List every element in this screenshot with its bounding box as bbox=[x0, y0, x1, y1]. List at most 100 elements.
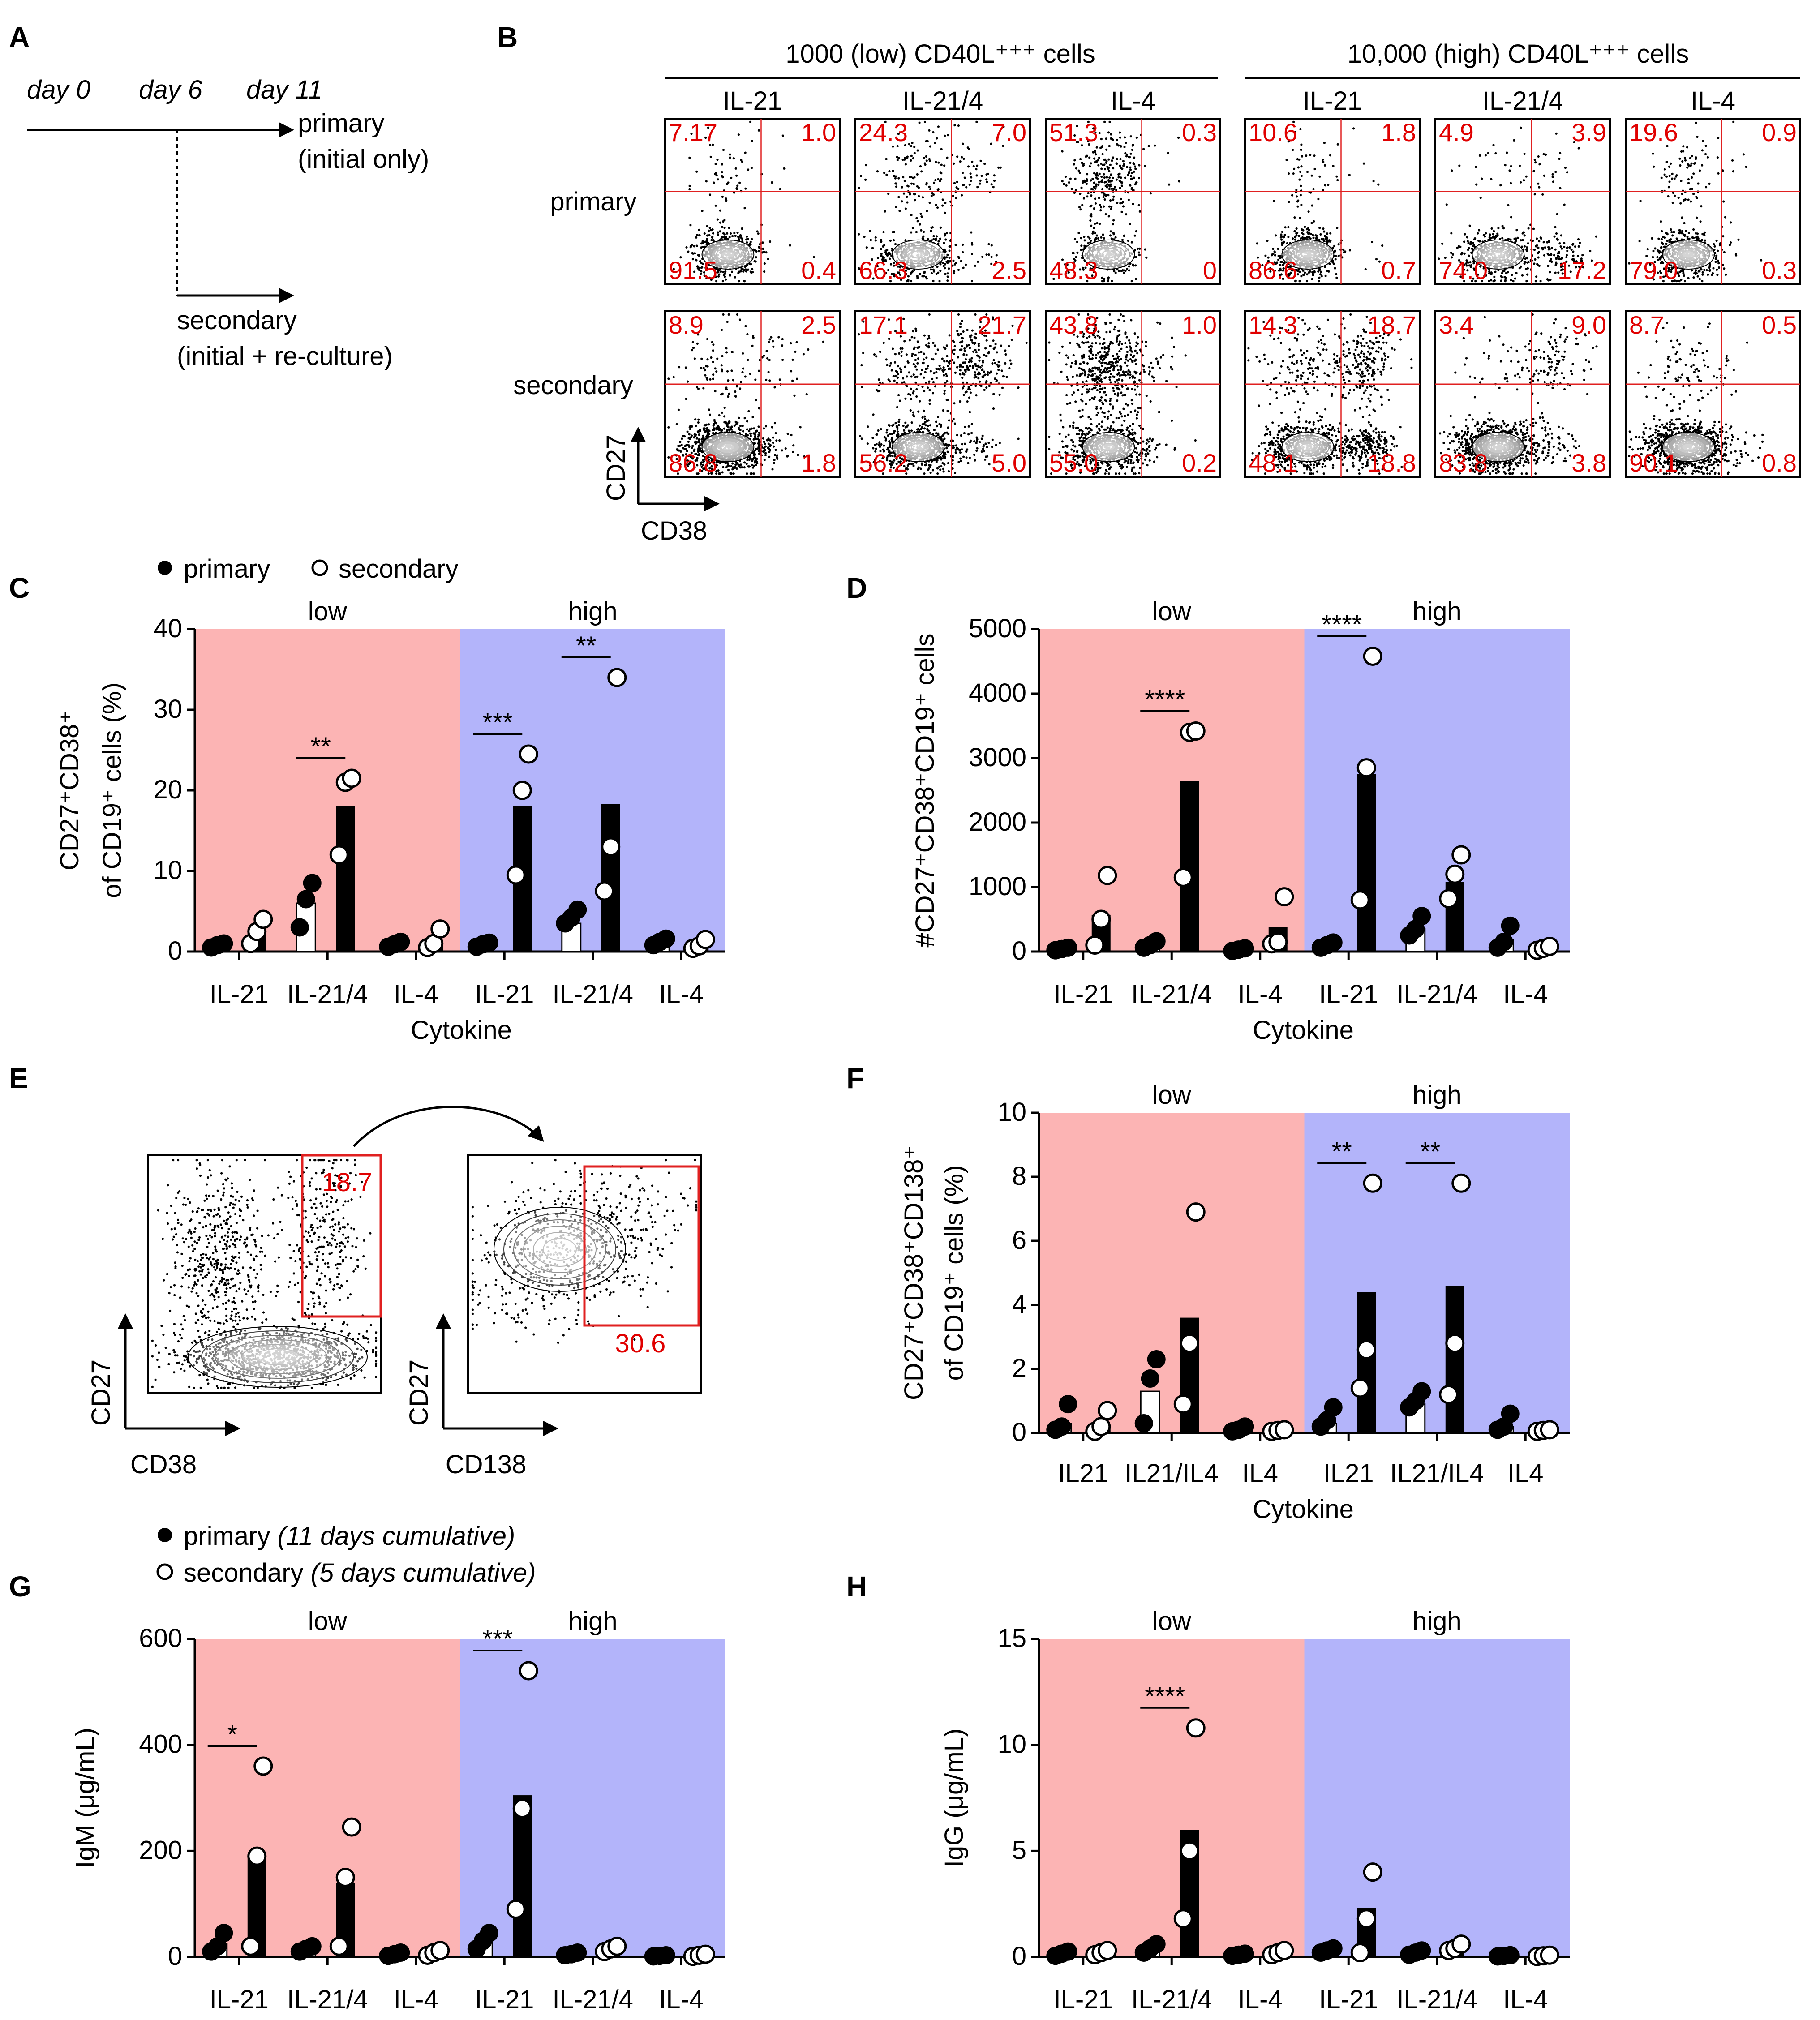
flow-event bbox=[1109, 199, 1112, 202]
flow-event bbox=[901, 200, 903, 203]
flow-event bbox=[1686, 237, 1689, 240]
flow-event bbox=[1115, 189, 1118, 191]
flow-event bbox=[1128, 265, 1130, 268]
flow-event bbox=[1308, 229, 1310, 232]
flow-event bbox=[1663, 236, 1666, 239]
flow-event bbox=[697, 421, 700, 424]
flow-event bbox=[918, 121, 921, 124]
flow-event bbox=[766, 357, 769, 360]
flow-event bbox=[711, 341, 713, 343]
flow-event bbox=[747, 359, 749, 361]
flow-event bbox=[1288, 172, 1290, 175]
flow-event bbox=[1715, 257, 1717, 260]
flow-event bbox=[728, 236, 731, 239]
flow-event bbox=[970, 242, 973, 244]
flow-event bbox=[936, 206, 939, 209]
flow-event bbox=[796, 377, 798, 380]
flow-event bbox=[1533, 193, 1536, 196]
panel-letter-h: H bbox=[846, 1570, 867, 1603]
flow-event bbox=[731, 462, 734, 465]
flow-event bbox=[706, 338, 709, 340]
flow-event bbox=[1687, 182, 1690, 184]
flow-event bbox=[1142, 148, 1145, 150]
flow-event bbox=[1665, 161, 1668, 163]
flow-event bbox=[755, 463, 757, 466]
flow-event bbox=[1708, 266, 1711, 269]
quadrant-value: 19.6 bbox=[1629, 118, 1678, 146]
flow-event bbox=[1302, 229, 1305, 232]
flow-event bbox=[962, 266, 965, 269]
flow-event bbox=[716, 218, 719, 221]
flow-event bbox=[1525, 175, 1528, 178]
flow-event bbox=[1487, 152, 1489, 154]
flow-event bbox=[684, 445, 687, 447]
flow-event bbox=[703, 274, 706, 277]
flow-event bbox=[1091, 177, 1094, 180]
flow-event bbox=[692, 347, 695, 349]
flow-event bbox=[1120, 197, 1122, 201]
flow-event bbox=[1129, 166, 1132, 169]
flow-event bbox=[895, 182, 898, 185]
flow-event bbox=[1698, 278, 1701, 280]
flow-event bbox=[1312, 274, 1314, 277]
flow-event bbox=[897, 157, 900, 159]
flow-event bbox=[1293, 230, 1296, 232]
flow-event bbox=[968, 456, 971, 459]
flow-event bbox=[863, 236, 866, 238]
primary-sub-label: (initial only) bbox=[298, 145, 429, 174]
flow-event bbox=[1096, 222, 1099, 224]
flow-event bbox=[738, 464, 741, 467]
flow-event bbox=[773, 445, 775, 448]
flow-event bbox=[1129, 161, 1132, 164]
flow-event bbox=[1535, 245, 1537, 248]
flow-event bbox=[1668, 175, 1671, 177]
flow-event bbox=[1318, 280, 1320, 283]
flow-event bbox=[1510, 279, 1512, 282]
flow-event bbox=[1300, 275, 1303, 278]
flow-event bbox=[1105, 148, 1108, 151]
flow-event bbox=[742, 367, 745, 370]
flow-event bbox=[700, 272, 702, 275]
flow-event bbox=[1335, 175, 1338, 178]
flow-event bbox=[733, 232, 736, 235]
flow-event bbox=[924, 424, 927, 427]
flow-event bbox=[791, 358, 794, 361]
flow-event bbox=[746, 235, 748, 238]
flow-event bbox=[1715, 254, 1718, 257]
flow-event bbox=[934, 142, 936, 144]
flow-event bbox=[1554, 226, 1557, 228]
flow-event bbox=[1699, 169, 1701, 172]
flow-event bbox=[764, 445, 767, 448]
flow-event bbox=[1515, 240, 1517, 242]
flow-event bbox=[718, 414, 721, 417]
flow-event bbox=[725, 351, 728, 354]
flow-event bbox=[767, 257, 769, 261]
flow-event bbox=[696, 430, 699, 433]
flow-event bbox=[1566, 249, 1569, 253]
flow-event bbox=[1660, 238, 1663, 240]
flow-event bbox=[1537, 155, 1540, 158]
flow-event bbox=[1464, 233, 1466, 236]
flow-event bbox=[747, 410, 750, 413]
day-6-label: day 6 bbox=[139, 75, 203, 104]
flow-event bbox=[1566, 247, 1568, 249]
flow-event bbox=[723, 219, 726, 222]
flow-event bbox=[922, 237, 924, 240]
flow-event bbox=[771, 468, 774, 471]
panel-letter-c: C bbox=[9, 572, 30, 604]
flow-event bbox=[1112, 156, 1115, 159]
flow-event bbox=[714, 367, 717, 370]
flow-event bbox=[773, 386, 776, 389]
flow-event bbox=[1542, 153, 1545, 155]
flow-event bbox=[702, 434, 704, 437]
flow-event bbox=[740, 466, 743, 469]
flow-event bbox=[880, 248, 882, 250]
flow-event bbox=[940, 178, 943, 181]
flow-event bbox=[944, 263, 946, 266]
flow-event bbox=[761, 251, 764, 254]
flow-event bbox=[1463, 240, 1466, 243]
flow-event bbox=[1507, 204, 1510, 206]
flow-event bbox=[736, 313, 738, 316]
flow-event bbox=[895, 185, 898, 188]
flow-event bbox=[790, 370, 793, 373]
